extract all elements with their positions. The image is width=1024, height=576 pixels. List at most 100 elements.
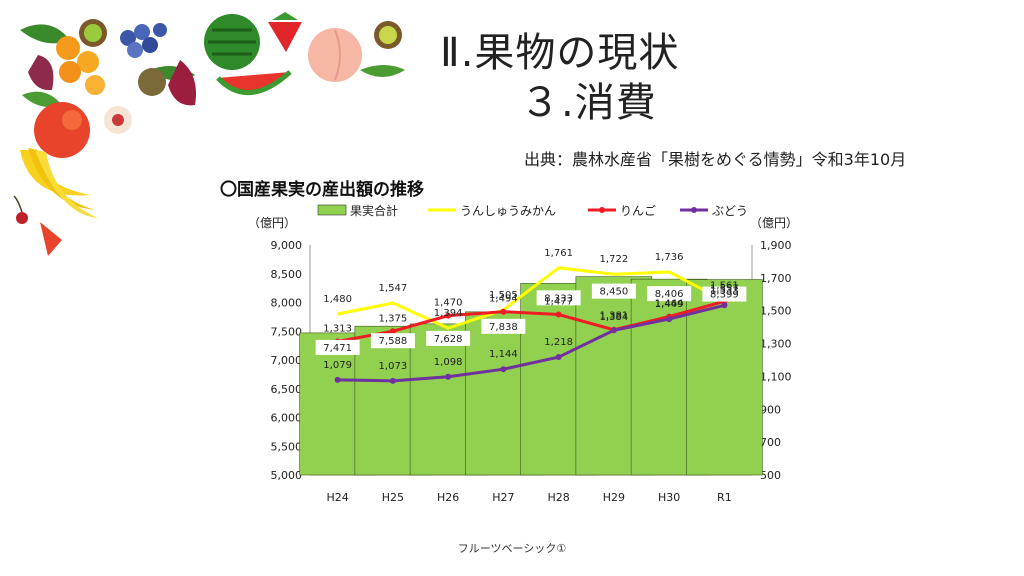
series-point-2-2: [445, 373, 452, 380]
series-value-label-2: 1,079: [323, 360, 352, 371]
x-tick-label: H30: [658, 491, 680, 504]
series-value-label-2: 1,533: [710, 285, 739, 296]
strawberry-icon: [268, 12, 302, 52]
bar-label-box: [426, 330, 471, 346]
series-value-label-2: 1,449: [655, 299, 684, 310]
series-value-label-1: 1,375: [379, 313, 408, 324]
x-tick-label: H29: [603, 491, 625, 504]
series-point-2-1: [389, 377, 396, 384]
series-point-2-4: [555, 354, 562, 361]
slide-subtitle: ３.消費: [520, 80, 657, 126]
page-footer: フルーツベーシック①: [457, 542, 567, 555]
series-value-label-0: 1,722: [600, 254, 629, 265]
series-value-label-1: 1,313: [323, 323, 352, 334]
bar-label-box: [536, 290, 581, 306]
series-point-1-1: [389, 328, 396, 335]
series-point-2-7: [721, 302, 728, 309]
bar-value-label: 8,450: [600, 287, 629, 298]
y-right-tick-label: 1,300: [760, 338, 792, 351]
fruit-output-chart: 〇国産果実の産出額の推移 （億円） （億円） 果実合計 うんしゅうみかん りんご…: [220, 179, 798, 504]
bar-label-box: [591, 283, 636, 299]
x-tick-label: H26: [437, 491, 459, 504]
y-right-tick-label: 500: [760, 469, 781, 482]
series-point-1-2: [445, 312, 452, 319]
series-value-label-0: 1,505: [489, 290, 518, 301]
bar-value-label: 8,399: [710, 290, 739, 301]
series-point-2-0: [334, 376, 341, 383]
source-citation: 出典：農林水産省「果樹をめぐる情勢」令和3年10月: [524, 150, 907, 169]
fruit-illustration: [13, 12, 405, 256]
series-value-label-0: 1,761: [544, 248, 573, 259]
y-left-tick-label: 6,000: [271, 412, 303, 425]
y-right-tick-label: 1,900: [760, 239, 792, 252]
cherry-icon: [13, 195, 62, 256]
series-value-label-0: 1,561: [710, 281, 739, 292]
x-tick-label: H28: [547, 491, 569, 504]
y-right-tick-label: 900: [760, 403, 781, 416]
blueberry-icon: [120, 23, 167, 58]
y-right-tick-label: 1,700: [760, 272, 792, 285]
series-value-label-2: 1,098: [434, 357, 463, 368]
series-point-2-6: [666, 316, 673, 323]
bar-value-label: 7,471: [323, 343, 352, 354]
series-value-label-0: 1,480: [323, 294, 352, 305]
series-value-label-1: 1,557: [710, 283, 739, 294]
y-left-tick-label: 6,500: [271, 383, 303, 396]
x-tick-label: H24: [326, 491, 348, 504]
series-value-label-1: 1,494: [489, 294, 518, 305]
legend-label-total: 果実合計: [350, 203, 398, 218]
bar-label-box: [370, 333, 415, 349]
orange-icon: [56, 36, 105, 95]
slide-title: Ⅱ.果物の現状: [440, 30, 680, 76]
bar-label-box: [702, 286, 747, 302]
left-axis-unit: （億円）: [248, 216, 296, 230]
legend-label-mikan: うんしゅうみかん: [460, 204, 556, 218]
legend-label-grape: ぶどう: [712, 204, 748, 218]
x-tick-label: R1: [717, 491, 732, 504]
legend-item-total: 果実合計: [317, 203, 398, 218]
chart-title: 〇国産果実の産出額の推移: [220, 179, 424, 200]
series-point-1-3: [500, 308, 507, 315]
series-value-label-0: 1,547: [379, 283, 408, 294]
legend-label-apple: りんご: [620, 203, 656, 218]
watermelon-icon: [204, 14, 292, 95]
bar-value-label: 7,628: [434, 334, 463, 345]
series-line-2: [337, 303, 725, 383]
bar-value-label: 8,406: [655, 289, 684, 300]
series-value-label-1: 1,477: [544, 296, 573, 307]
x-tick-label: H27: [492, 491, 514, 504]
series-value-label-2: 1,381: [600, 310, 629, 321]
series-value-label-2: 1,218: [544, 337, 573, 348]
y-right-tick-label: 1,500: [760, 305, 792, 318]
series-value-label-0: 1,394: [434, 308, 463, 319]
bar-label-box: [647, 286, 692, 302]
bar-value-label: 8,333: [544, 293, 573, 304]
series-point-2-3: [500, 366, 507, 373]
bar-label-box: [481, 318, 526, 334]
series-value-label-1: 1,464: [655, 299, 684, 310]
series-value-label-2: 1,073: [379, 361, 408, 372]
series-point-2-5: [610, 327, 617, 334]
series-value-label-1: 1,470: [434, 298, 463, 309]
series-value-label-1: 1,384: [600, 312, 629, 323]
peach-icon: [308, 28, 405, 82]
kiwi-icon: [79, 19, 402, 49]
series-line-0: [337, 266, 726, 330]
plot-area: 5,000 5,500 6,000 6,500 7,000 7,500 8,000 8,500…: [271, 239, 792, 504]
legend-item-apple: りんご: [588, 203, 656, 218]
right-axis-unit: （億円）: [750, 216, 798, 230]
y-left-tick-label: 5,500: [271, 440, 303, 453]
y-right-tick-label: 1,100: [760, 370, 792, 383]
apple-icon: [34, 102, 132, 158]
y-right-tick-label: 700: [760, 436, 781, 449]
x-tick-label: H25: [382, 491, 404, 504]
y-left-tick-label: 7,500: [271, 325, 303, 338]
y-left-tick-label: 9,000: [271, 239, 303, 252]
legend-item-grape: ぶどう: [680, 204, 748, 218]
series-line-1: [337, 299, 725, 343]
bar-value-label: 7,838: [489, 322, 518, 333]
bar-label-box: [315, 339, 360, 355]
y-left-tick-label: 5,000: [271, 469, 303, 482]
banana-icon: [20, 148, 98, 218]
series-value-label-0: 1,736: [655, 252, 684, 263]
